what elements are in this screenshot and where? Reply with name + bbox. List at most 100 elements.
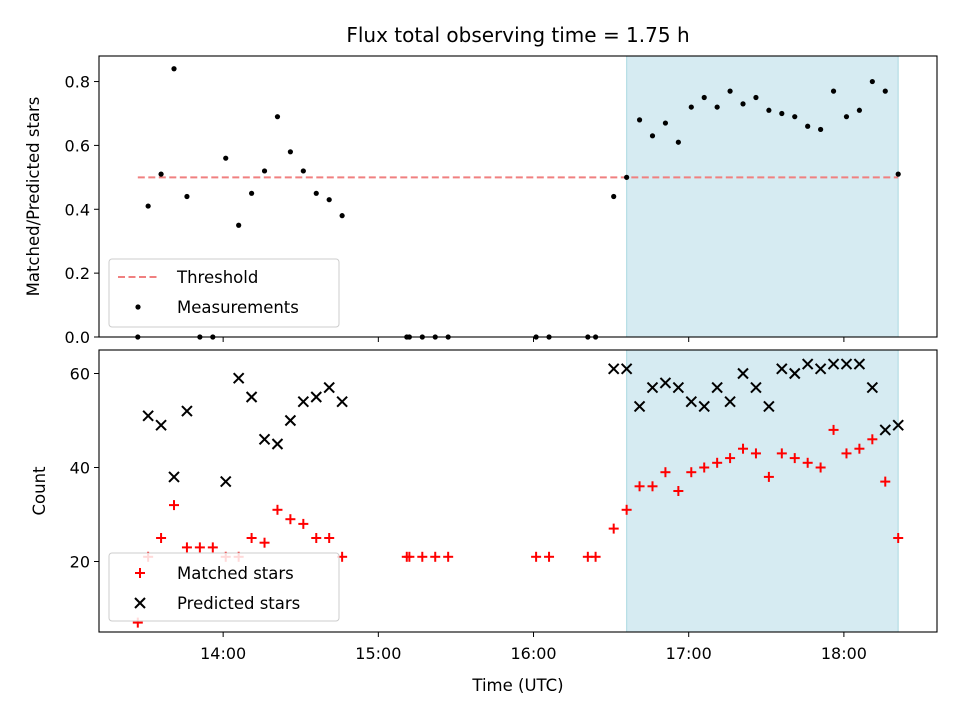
predicted-star-point: [763, 400, 775, 413]
observing-window-shade-top: [626, 55, 899, 338]
matched-star-point: [660, 467, 671, 478]
ratio-legend: Threshold Measurements: [108, 258, 340, 328]
measurement-point: [223, 155, 229, 161]
predicted-star-point: [620, 363, 633, 375]
predicted-star-point: [232, 372, 245, 384]
matched-star-point: [789, 453, 800, 464]
ratio-legend-box: [108, 258, 340, 328]
measurement-point: [766, 107, 772, 113]
predicted-star-point: [271, 438, 284, 450]
predicted-star-point: [737, 367, 749, 380]
measurement-point: [869, 78, 875, 85]
predicted-star-point: [827, 358, 840, 370]
predicted-star-point: [892, 419, 904, 431]
y-tick-label: 20: [70, 553, 90, 572]
predicted-star-point: [853, 358, 866, 370]
matched-star-point: [686, 467, 697, 478]
predicted-star-point: [284, 414, 297, 427]
matched-star-point: [802, 457, 813, 468]
measurement-point: [662, 120, 669, 126]
matched-star-point: [246, 533, 257, 543]
y-tick-label: 0.0: [65, 328, 90, 347]
ratio-y-ticks: 0.0 0.2 0.4 0.6 0.8: [65, 73, 99, 347]
matched-star-point: [750, 448, 761, 459]
predicted-star-point: [168, 471, 180, 483]
predicted-star-point: [646, 381, 659, 394]
matched-star-point: [634, 481, 645, 492]
count-axes-frame: [98, 349, 938, 633]
y-tick-label: 0.8: [65, 73, 90, 92]
predicted-star-point: [633, 400, 646, 413]
predicted-star-point: [724, 395, 736, 408]
matched-star-point: [867, 434, 878, 445]
matched-star-point: [194, 542, 205, 553]
measurement-point: [779, 110, 785, 117]
matched-star-point: [893, 533, 904, 543]
predicted-star-point: [336, 395, 348, 408]
measurement-point: [236, 222, 242, 228]
matched-star-point: [324, 533, 335, 543]
ratio-panel: 0.00.20.40.60.8 Matched/Predicted stars …: [24, 55, 938, 347]
predicted-star-point: [181, 405, 193, 417]
predicted-star-point: [711, 381, 723, 394]
matched-star-point: [311, 533, 322, 543]
matched-star-point: [725, 453, 736, 464]
measurement-point: [753, 94, 759, 101]
predicted-star-point: [245, 391, 258, 403]
measurement-point: [701, 94, 707, 101]
measurement-point: [727, 88, 733, 94]
predicted-star-point: [879, 424, 891, 436]
matched-star-point: [207, 542, 218, 553]
matched-star-point: [285, 514, 296, 525]
matched-star-point: [443, 551, 454, 562]
predicted-star-point: [155, 419, 167, 431]
predicted-star-point: [659, 377, 672, 389]
legend-x-marker: [134, 597, 146, 609]
measurement-point: [300, 168, 306, 174]
predicted-star-point: [801, 358, 814, 370]
measurement-point: [830, 88, 837, 94]
matched-star-point: [738, 443, 749, 454]
count-x-ticks: 14:00 15:00 16:00 17:00 18:00: [200, 632, 867, 663]
predicted-star-point: [323, 381, 335, 394]
matched-star-point: [590, 551, 601, 562]
matched-star-point: [880, 476, 891, 487]
matched-star-point: [298, 518, 309, 529]
measurement-point: [261, 168, 268, 174]
measurement-point: [313, 190, 319, 196]
ratio-x-ticks: [222, 337, 845, 342]
predicted-star-point: [776, 363, 788, 375]
legend-matched-label: Matched stars: [177, 564, 294, 583]
x-tick-label: 14:00: [200, 644, 246, 663]
measurement-point: [675, 139, 681, 145]
y-tick-label: 0.6: [65, 136, 90, 155]
measurement-point: [158, 171, 164, 177]
legend-measurements-label: Measurements: [177, 298, 299, 317]
y-tick-label: 0.2: [65, 264, 90, 283]
predicted-star-point: [258, 433, 271, 446]
legend-plus-marker: [135, 568, 145, 578]
predicted-star-points: [142, 358, 904, 488]
predicted-star-point: [685, 395, 697, 408]
measurement-point: [714, 104, 720, 110]
matched-star-point: [673, 486, 684, 496]
measurement-point: [882, 88, 888, 94]
measurement-point: [326, 197, 332, 203]
predicted-star-point: [840, 358, 853, 370]
predicted-star-point: [142, 410, 154, 422]
matched-star-point: [181, 542, 192, 553]
legend-predicted-label: Predicted stars: [177, 594, 300, 613]
predicted-star-point: [220, 475, 232, 488]
matched-star-point: [417, 551, 428, 562]
measurement-point: [287, 149, 293, 155]
matched-star-point: [430, 551, 441, 562]
ratio-y-axis-label: Matched/Predicted stars: [24, 97, 43, 297]
predicted-star-point: [814, 363, 827, 375]
matched-star-point: [272, 504, 283, 515]
matched-star-point: [828, 424, 839, 435]
measurement-point: [649, 133, 656, 139]
count-y-ticks: 20 40 60: [70, 365, 99, 572]
matched-star-point: [531, 551, 542, 562]
matched-star-point: [699, 462, 710, 473]
predicted-star-point: [750, 381, 762, 394]
